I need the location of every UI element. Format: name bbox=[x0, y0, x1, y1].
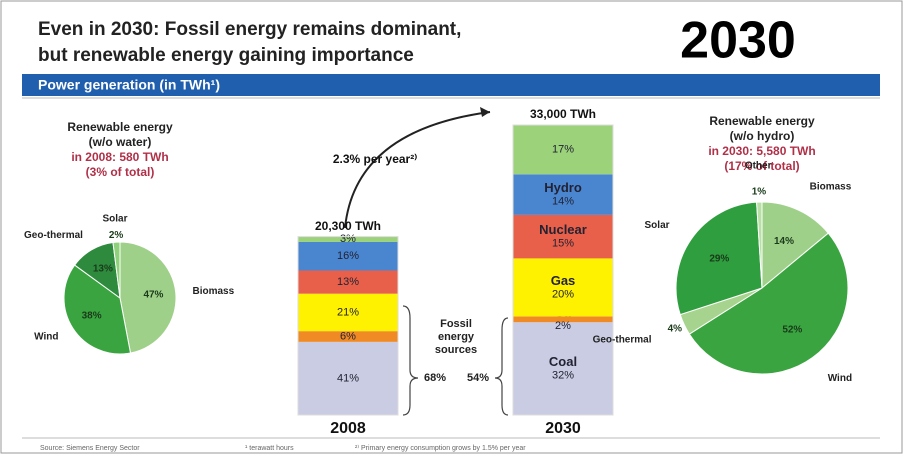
year-badge: 2030 bbox=[680, 12, 796, 70]
slice-value-label: 29% bbox=[709, 254, 729, 265]
pie-title: Renewable energy bbox=[67, 120, 173, 134]
segment-label: 3% bbox=[340, 233, 356, 245]
bar-total-label: 20,300 TWh bbox=[315, 219, 381, 233]
slice-value-label: 4% bbox=[668, 324, 683, 335]
segment-label: 16% bbox=[337, 250, 359, 262]
bar-segment bbox=[298, 270, 398, 294]
brace bbox=[494, 317, 509, 416]
fossil-label: energy bbox=[438, 331, 475, 343]
slice-value-label: 14% bbox=[774, 236, 794, 247]
segment-label: 41% bbox=[337, 372, 359, 384]
slice-name: Other bbox=[745, 161, 772, 172]
brace bbox=[402, 305, 419, 416]
segment-label: 2% bbox=[555, 320, 571, 332]
x-tick-label: 2030 bbox=[545, 420, 581, 437]
slice-value-label: 2% bbox=[109, 230, 124, 241]
slice-name: Biomass bbox=[810, 181, 852, 192]
segment-label: 32% bbox=[552, 370, 574, 382]
bar-segment bbox=[513, 316, 613, 323]
arrow-head bbox=[480, 107, 490, 117]
pie-subtitle: in 2008: 580 TWh bbox=[71, 150, 168, 164]
slice-value-label: 47% bbox=[143, 289, 163, 300]
slice-name: Wind bbox=[828, 373, 852, 384]
pie-subtitle: (17% of total) bbox=[724, 159, 799, 173]
segment-name: Coal bbox=[549, 354, 577, 369]
fossil-label: sources bbox=[435, 344, 477, 356]
bar-segment bbox=[298, 236, 398, 242]
bar-total bbox=[297, 236, 399, 416]
bar-segment bbox=[298, 331, 398, 342]
pie-title: Renewable energy bbox=[709, 114, 815, 128]
slice-name: Solar bbox=[645, 220, 670, 231]
footnote: ²⁾ Primary energy consumption grows by 1… bbox=[355, 444, 526, 452]
segment-label: 6% bbox=[340, 330, 356, 342]
slice-name: Wind bbox=[34, 332, 58, 343]
slice-name: Geo-thermal bbox=[593, 335, 652, 346]
growth-arrow bbox=[344, 111, 491, 229]
fossil-share: 54% bbox=[467, 372, 489, 384]
fossil-label: Fossil bbox=[440, 318, 472, 330]
pie-title: (w/o water) bbox=[89, 135, 152, 149]
segment-label: 15% bbox=[552, 238, 574, 250]
footnote: Source: Siemens Energy Sector bbox=[40, 445, 140, 452]
bar-segment bbox=[513, 322, 613, 415]
pie-slice bbox=[756, 201, 763, 289]
segment-name: Gas bbox=[551, 273, 576, 288]
bar-segment bbox=[298, 293, 398, 332]
bar-segment bbox=[513, 214, 613, 259]
segment-label: 13% bbox=[337, 276, 359, 288]
slice-name: Biomass bbox=[192, 286, 234, 297]
bar-segment bbox=[513, 125, 613, 175]
bar-segment bbox=[513, 258, 613, 317]
pie-subtitle: (3% of total) bbox=[86, 165, 155, 179]
bar-total bbox=[512, 124, 614, 416]
pie-slice bbox=[675, 201, 763, 316]
slice-name: Geo-thermal bbox=[24, 230, 83, 241]
slice-value-label: 38% bbox=[82, 311, 102, 322]
slide-title-line: but renewable energy gaining importance bbox=[38, 45, 414, 66]
pie-slice bbox=[761, 201, 829, 290]
bar-segment bbox=[298, 241, 398, 271]
segment-label: 14% bbox=[552, 196, 574, 208]
slide-title-line: Even in 2030: Fossil energy remains domi… bbox=[38, 19, 461, 40]
bar-segment bbox=[513, 174, 613, 215]
segment-label: 21% bbox=[337, 306, 359, 318]
segment-label: 20% bbox=[552, 288, 574, 300]
banner-text: Power generation (in TWh¹) bbox=[38, 77, 220, 93]
segment-label: 17% bbox=[552, 144, 574, 156]
slice-value-label: 13% bbox=[93, 264, 113, 275]
pie-subtitle: in 2030: 5,580 TWh bbox=[708, 144, 815, 158]
pie-title: (w/o hydro) bbox=[730, 129, 795, 143]
pie-slice bbox=[63, 264, 132, 355]
slice-value-label: 52% bbox=[782, 324, 802, 335]
x-tick-label: 2008 bbox=[330, 420, 366, 437]
slice-name: Solar bbox=[102, 213, 127, 224]
pie-slice bbox=[119, 241, 177, 354]
growth-label: 2.3% per year²⁾ bbox=[333, 152, 417, 166]
banner bbox=[22, 74, 880, 96]
pie-slice bbox=[688, 232, 849, 375]
bar-total-label: 33,000 TWh bbox=[530, 107, 596, 121]
segment-name: Nuclear bbox=[539, 222, 587, 237]
segment-name: Hydro bbox=[544, 180, 582, 195]
pie-slice bbox=[112, 241, 121, 299]
fossil-share: 68% bbox=[424, 372, 446, 384]
bar-segment bbox=[298, 341, 398, 415]
footnote: ¹ terawatt hours bbox=[245, 445, 294, 452]
slice-value-label: 1% bbox=[752, 186, 767, 197]
